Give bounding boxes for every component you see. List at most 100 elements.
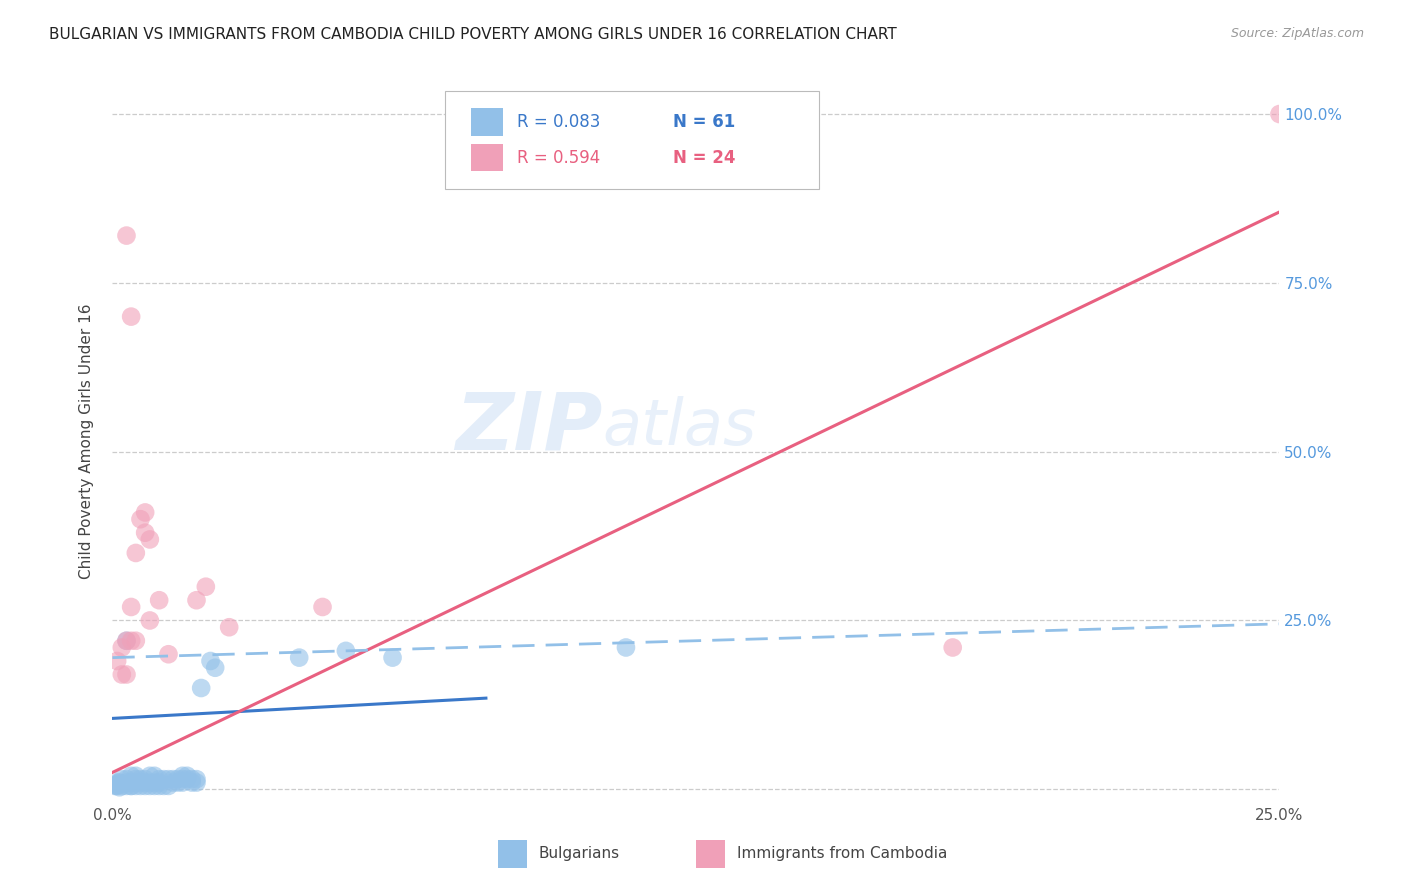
Text: Immigrants from Cambodia: Immigrants from Cambodia: [737, 846, 948, 861]
Point: [143, 775, 166, 789]
Point: [186, 593, 208, 607]
Point: [115, 775, 138, 789]
Point: [139, 769, 162, 783]
Point: [204, 661, 226, 675]
FancyBboxPatch shape: [498, 840, 527, 868]
Point: [134, 525, 156, 540]
Point: [172, 772, 194, 787]
Point: [105, 775, 128, 789]
Point: [200, 654, 222, 668]
Point: [120, 310, 142, 324]
Point: [162, 772, 184, 787]
Point: [176, 769, 198, 783]
FancyBboxPatch shape: [696, 840, 725, 868]
Point: [166, 772, 188, 787]
Point: [115, 633, 138, 648]
Point: [180, 775, 202, 789]
Point: [120, 599, 142, 614]
Point: [148, 779, 170, 793]
Point: [115, 772, 138, 787]
Point: [120, 775, 142, 789]
Point: [129, 512, 152, 526]
Point: [139, 533, 162, 547]
FancyBboxPatch shape: [471, 144, 503, 171]
Text: BULGARIAN VS IMMIGRANTS FROM CAMBODIA CHILD POVERTY AMONG GIRLS UNDER 16 CORRELA: BULGARIAN VS IMMIGRANTS FROM CAMBODIA CH…: [49, 27, 897, 42]
Point: [311, 599, 333, 614]
Point: [153, 779, 176, 793]
Point: [143, 769, 166, 783]
Text: N = 24: N = 24: [672, 149, 735, 167]
Text: Source: ZipAtlas.com: Source: ZipAtlas.com: [1230, 27, 1364, 40]
Point: [115, 633, 138, 648]
Point: [153, 772, 176, 787]
Text: ZIP: ZIP: [456, 388, 603, 467]
Point: [120, 769, 142, 783]
Point: [115, 667, 138, 681]
Point: [134, 505, 156, 519]
Point: [105, 654, 128, 668]
Y-axis label: Child Poverty Among Girls Under 16: Child Poverty Among Girls Under 16: [79, 304, 94, 579]
Point: [111, 777, 134, 791]
Point: [143, 779, 166, 793]
Point: [129, 775, 152, 789]
Point: [942, 640, 965, 655]
Text: R = 0.083: R = 0.083: [517, 113, 600, 131]
Point: [180, 772, 202, 787]
Point: [125, 775, 148, 789]
Point: [125, 769, 148, 783]
Point: [134, 772, 156, 787]
Point: [186, 775, 208, 789]
Point: [148, 772, 170, 787]
Point: [148, 775, 170, 789]
Text: Bulgarians: Bulgarians: [538, 846, 620, 861]
Point: [1268, 107, 1291, 121]
Point: [111, 667, 134, 681]
Point: [134, 779, 156, 793]
Point: [139, 614, 162, 628]
Point: [157, 779, 180, 793]
Point: [166, 775, 188, 789]
Point: [614, 640, 637, 655]
Text: N = 61: N = 61: [672, 113, 735, 131]
Point: [148, 593, 170, 607]
Point: [194, 580, 217, 594]
Point: [125, 779, 148, 793]
Point: [288, 650, 311, 665]
Point: [105, 777, 128, 791]
FancyBboxPatch shape: [471, 109, 503, 136]
Point: [105, 778, 128, 792]
FancyBboxPatch shape: [446, 91, 818, 189]
Point: [129, 772, 152, 787]
Point: [120, 779, 142, 793]
Text: R = 0.594: R = 0.594: [517, 149, 600, 167]
Point: [125, 772, 148, 787]
Point: [381, 650, 404, 665]
Point: [108, 775, 131, 789]
Point: [157, 772, 180, 787]
Point: [105, 779, 128, 793]
Point: [125, 546, 148, 560]
Point: [139, 775, 162, 789]
Point: [186, 772, 208, 787]
Point: [111, 779, 134, 793]
Point: [120, 633, 142, 648]
Point: [120, 779, 142, 793]
Point: [176, 772, 198, 787]
Point: [104, 779, 127, 793]
Point: [335, 644, 357, 658]
Text: atlas: atlas: [603, 396, 756, 458]
Point: [111, 640, 134, 655]
Point: [115, 779, 138, 793]
Point: [172, 775, 194, 789]
Point: [139, 779, 162, 793]
Point: [125, 633, 148, 648]
Point: [111, 772, 134, 787]
Point: [172, 769, 194, 783]
Point: [108, 780, 131, 795]
Point: [162, 775, 184, 789]
Point: [134, 775, 156, 789]
Point: [218, 620, 240, 634]
Point: [115, 228, 138, 243]
Point: [129, 779, 152, 793]
Point: [157, 647, 180, 661]
